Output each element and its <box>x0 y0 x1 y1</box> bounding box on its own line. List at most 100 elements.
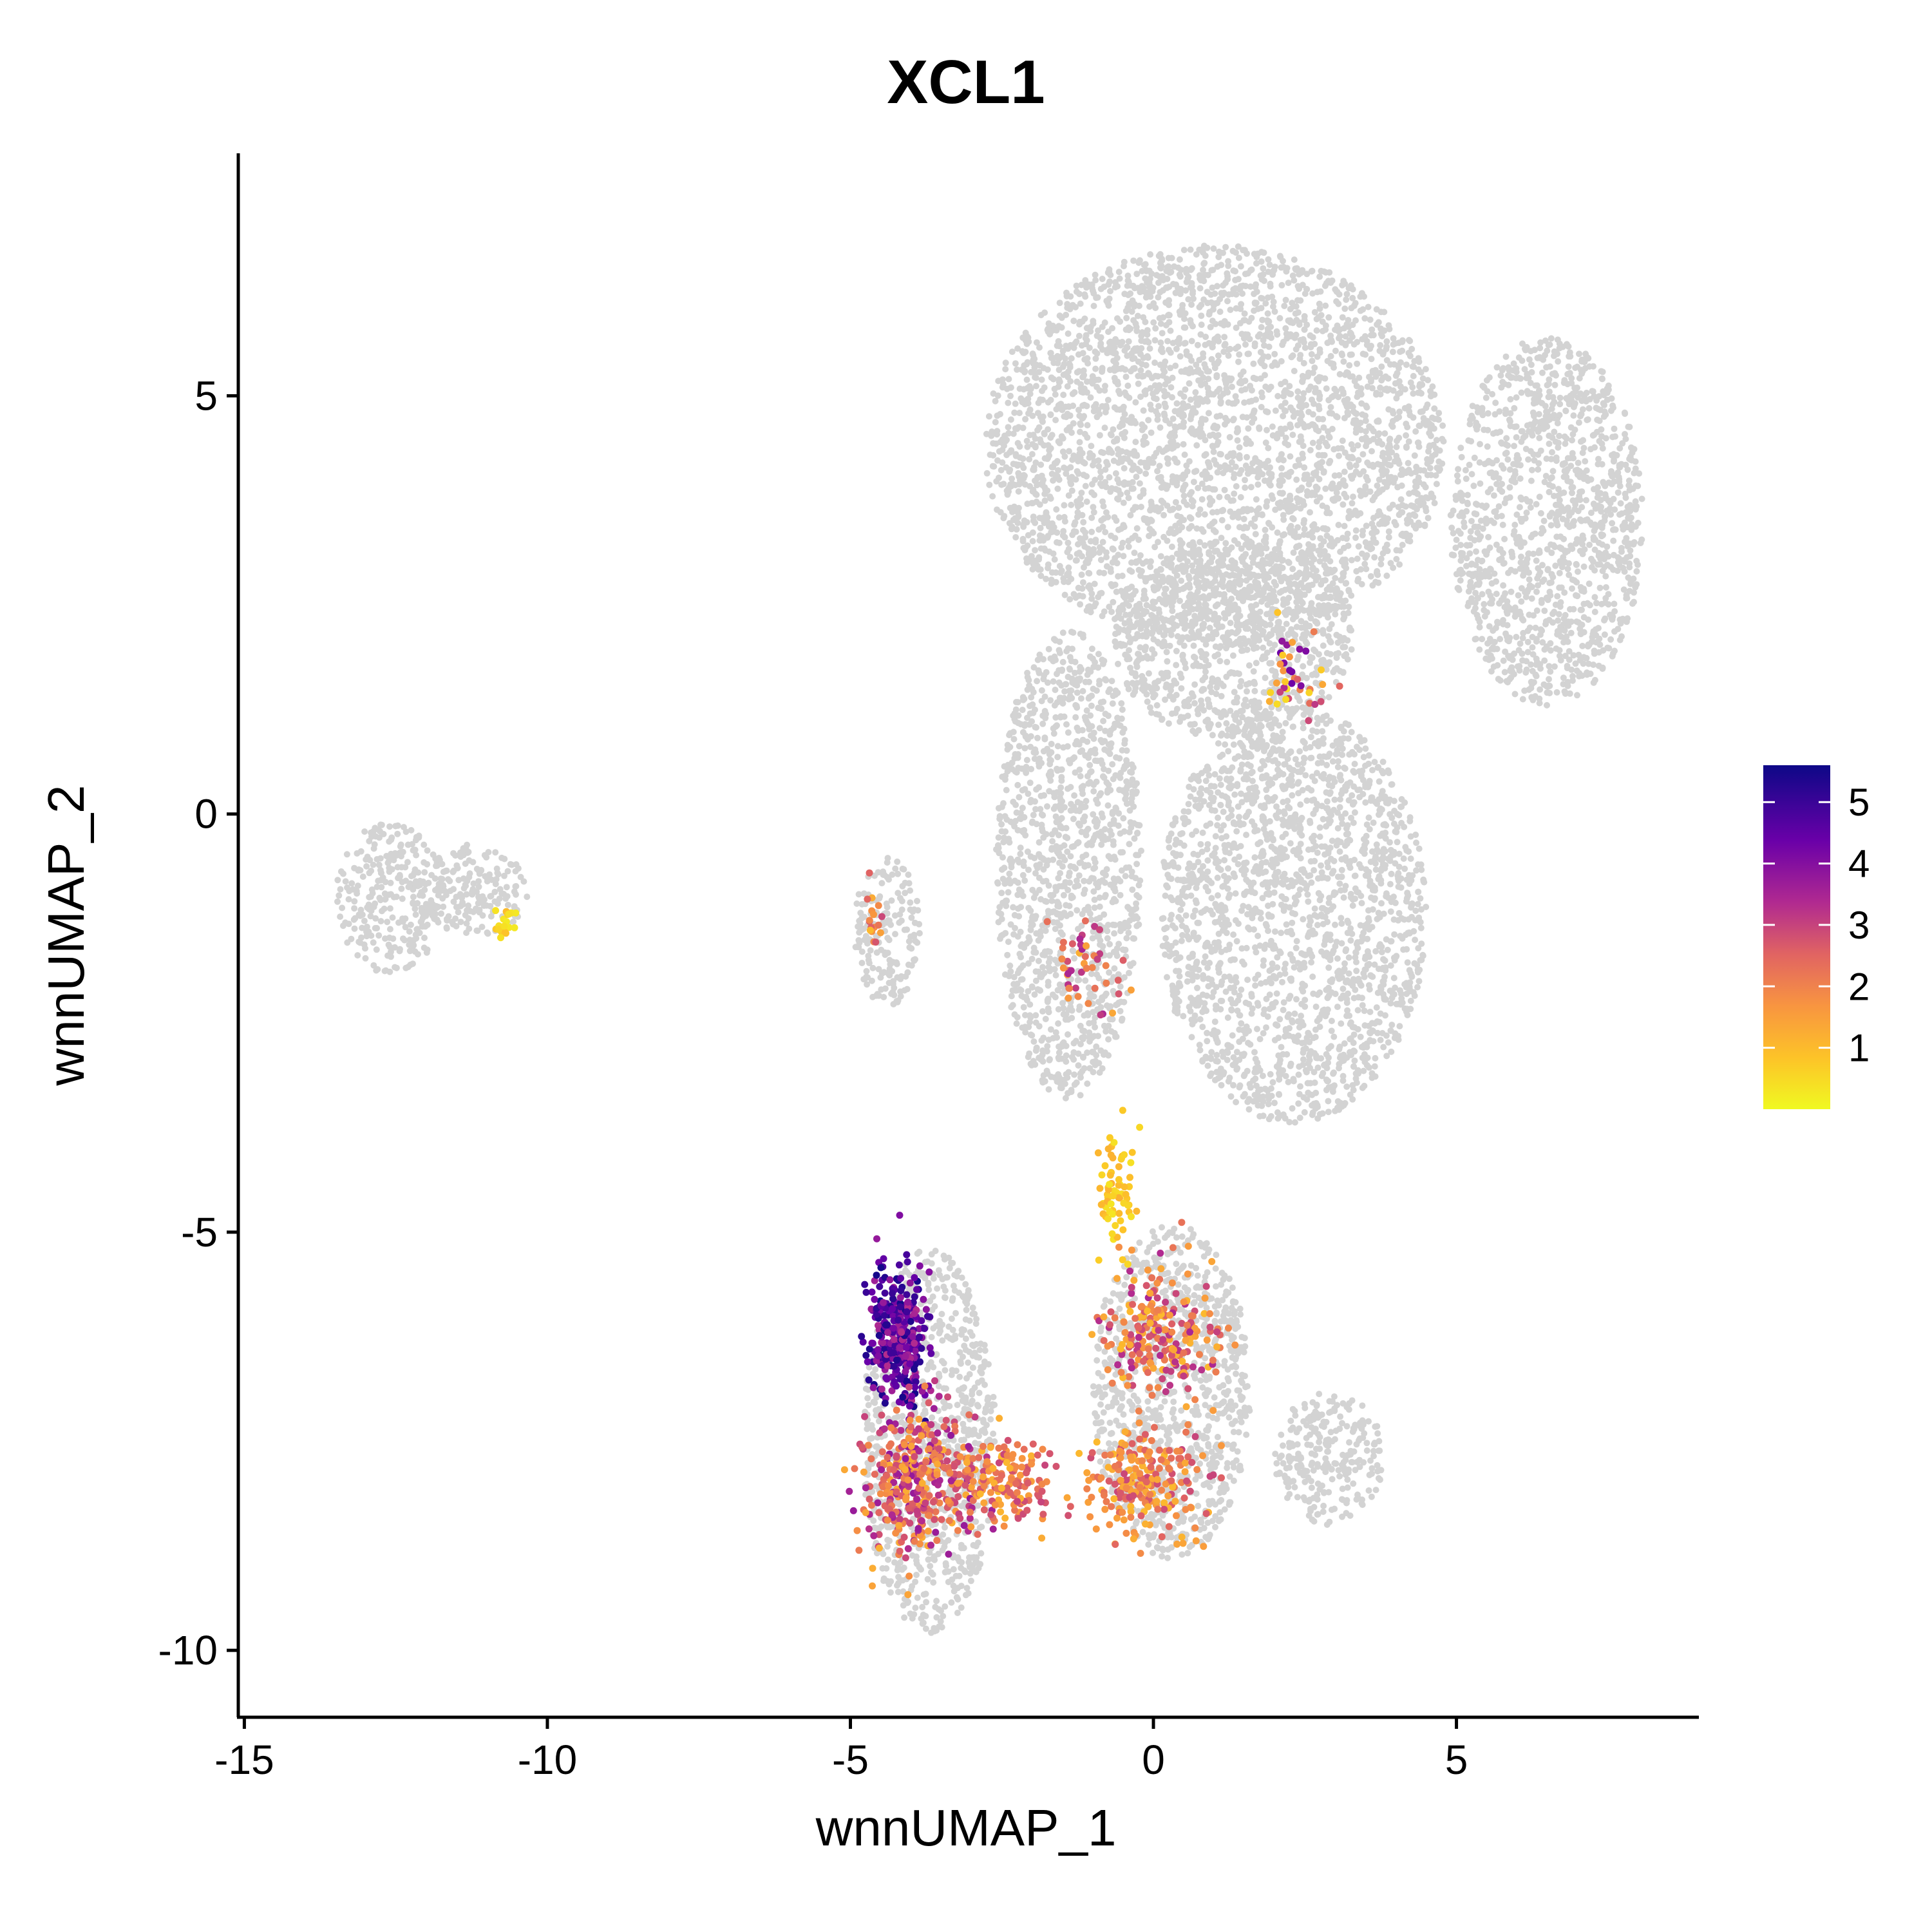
background-point <box>1513 394 1520 401</box>
background-point <box>1359 451 1367 458</box>
background-point <box>1077 300 1084 307</box>
background-point <box>1201 452 1208 459</box>
background-point <box>1341 325 1348 332</box>
background-point <box>1548 474 1555 481</box>
background-point <box>1107 568 1114 575</box>
background-point <box>1045 442 1052 449</box>
background-point <box>1372 373 1379 380</box>
background-point <box>1301 316 1308 323</box>
background-point <box>1634 519 1642 526</box>
background-point <box>1411 452 1418 459</box>
background-point <box>1008 447 1015 454</box>
background-point <box>1595 461 1602 468</box>
background-point <box>1309 290 1316 297</box>
background-point <box>1209 443 1217 450</box>
background-point <box>1610 566 1616 573</box>
background-point <box>1318 267 1325 274</box>
background-point <box>1560 674 1567 681</box>
background-point <box>1147 401 1154 408</box>
background-point <box>1080 472 1087 479</box>
background-point <box>1479 525 1486 532</box>
background-point <box>1220 348 1227 356</box>
background-point <box>1415 474 1422 481</box>
background-point <box>1633 568 1640 575</box>
background-point <box>1232 268 1239 275</box>
background-point <box>1281 303 1288 309</box>
background-point <box>1612 433 1618 440</box>
background-point <box>1263 502 1270 510</box>
background-point <box>1142 362 1150 368</box>
background-point <box>1620 586 1627 593</box>
background-point <box>1348 557 1355 564</box>
background-point <box>1317 288 1324 295</box>
background-point <box>1602 573 1609 580</box>
background-point <box>1332 611 1339 618</box>
background-point <box>1598 508 1605 515</box>
background-point <box>1313 316 1320 323</box>
background-point <box>1079 415 1086 422</box>
background-point <box>1429 383 1436 390</box>
background-point <box>1297 297 1304 304</box>
background-point <box>1385 375 1392 382</box>
background-point <box>1600 647 1607 654</box>
background-point <box>1406 412 1414 419</box>
background-point <box>1003 452 1010 459</box>
background-point <box>1066 403 1072 410</box>
background-point <box>1530 550 1537 557</box>
background-point <box>999 381 1007 388</box>
background-point <box>1078 490 1085 497</box>
background-point <box>1147 251 1154 258</box>
background-point <box>1523 375 1530 381</box>
background-point <box>1172 362 1179 369</box>
background-point <box>1167 327 1174 334</box>
background-point <box>1212 528 1219 535</box>
background-point <box>1242 484 1249 491</box>
background-point <box>1564 663 1571 669</box>
background-point <box>1026 456 1033 462</box>
background-point <box>1627 444 1634 451</box>
background-point <box>1535 582 1542 589</box>
background-point <box>1012 452 1019 459</box>
background-point <box>1122 307 1130 314</box>
background-point <box>1198 312 1205 319</box>
background-point <box>1392 522 1399 529</box>
background-point <box>1164 455 1171 462</box>
background-point <box>1335 300 1342 307</box>
background-point <box>1155 538 1161 546</box>
background-point <box>1153 504 1160 511</box>
background-point <box>1335 394 1342 401</box>
background-point <box>1021 517 1028 524</box>
background-point <box>1549 449 1555 456</box>
background-point <box>1208 499 1215 506</box>
background-point <box>1328 360 1335 367</box>
background-point <box>1121 465 1128 472</box>
background-point <box>1130 282 1137 289</box>
background-point <box>1280 511 1287 519</box>
background-point <box>1378 325 1384 332</box>
background-point <box>1260 353 1267 360</box>
background-point <box>1290 516 1297 522</box>
background-point <box>1510 671 1517 678</box>
background-point <box>1482 655 1490 662</box>
background-point <box>1063 414 1070 421</box>
background-point <box>1231 471 1238 478</box>
background-point <box>1256 424 1263 431</box>
background-point <box>1536 493 1543 500</box>
background-point <box>1048 374 1055 381</box>
background-point <box>1463 562 1470 569</box>
background-point <box>1545 682 1552 689</box>
background-point <box>1404 959 1411 966</box>
background-point <box>1077 421 1084 428</box>
background-point <box>1183 462 1190 469</box>
background-point <box>1276 481 1283 488</box>
background-point <box>1253 288 1260 295</box>
background-point <box>1211 422 1218 429</box>
background-point <box>1598 440 1605 447</box>
background-point <box>1598 375 1605 382</box>
background-point <box>1078 571 1085 578</box>
background-point <box>1413 490 1419 497</box>
background-point <box>1244 453 1250 461</box>
background-point <box>1020 349 1027 356</box>
background-point <box>1304 492 1311 499</box>
background-point <box>1164 502 1171 510</box>
